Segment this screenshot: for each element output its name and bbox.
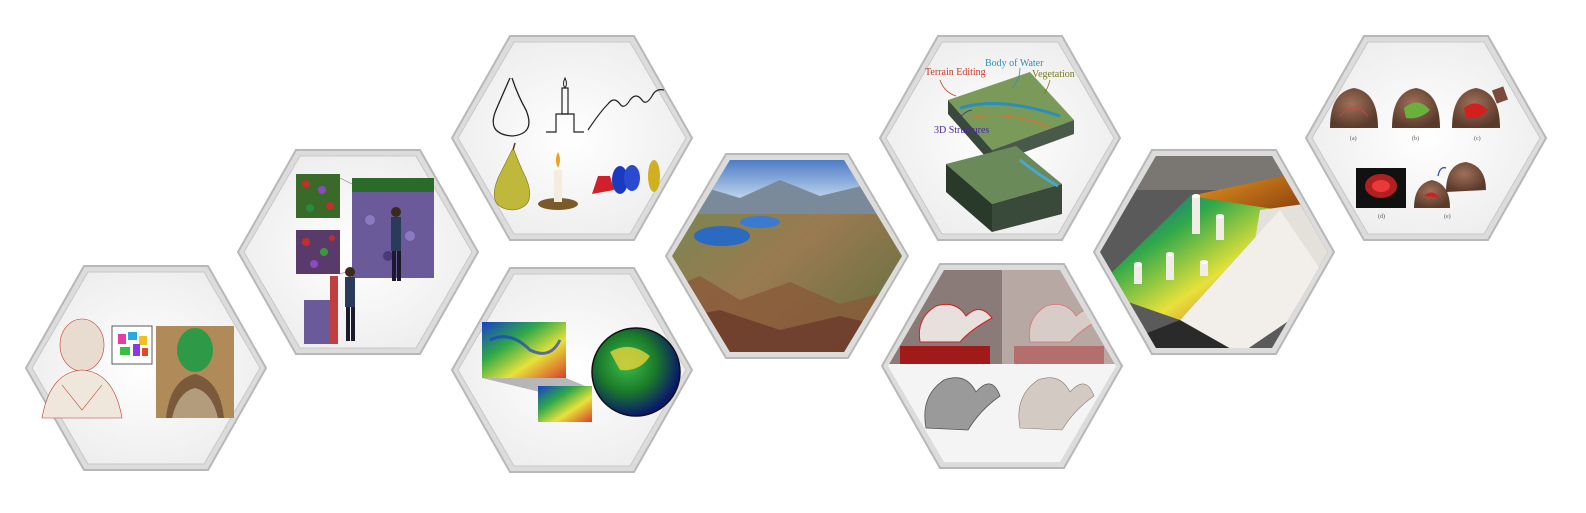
hex-tile-layers: Terrain Editing Body of Water Vegetation… bbox=[878, 35, 1122, 241]
label-body-of-water: Body of Water bbox=[985, 58, 1044, 69]
person-figure bbox=[391, 207, 401, 281]
label-vegetation: Vegetation bbox=[1032, 69, 1075, 80]
caption-c: (c) bbox=[1474, 135, 1481, 142]
wall-assembly-small bbox=[304, 267, 355, 344]
segmentation-patch-icon bbox=[111, 325, 153, 365]
caption-e: (e) bbox=[1444, 213, 1451, 220]
elevation-map-small bbox=[538, 386, 592, 422]
bust-white-image bbox=[41, 318, 123, 419]
brain-c bbox=[1452, 86, 1509, 128]
terrain-layer-bottom bbox=[946, 146, 1062, 232]
spiral-sketch bbox=[587, 89, 665, 131]
spiral-render bbox=[592, 160, 660, 194]
wall-closeup-bottom bbox=[296, 230, 340, 274]
hex-tile-brains: (a) (b) (c) (d) (e) bbox=[1304, 35, 1548, 241]
tabletop-terrain-image bbox=[1100, 156, 1328, 348]
caption-b: (b) bbox=[1412, 135, 1419, 142]
brain-a bbox=[1330, 88, 1378, 128]
hex-tile-tabletop bbox=[1092, 149, 1336, 355]
pear-render bbox=[494, 142, 530, 211]
label-terrain-editing: Terrain Editing bbox=[925, 67, 986, 78]
hex-tile-terrain bbox=[664, 153, 910, 359]
brain-e bbox=[1414, 162, 1486, 208]
caption-d: (d) bbox=[1378, 213, 1385, 220]
terrain-landscape-image bbox=[672, 160, 902, 352]
hex-tile-bust bbox=[24, 265, 268, 471]
candle-render bbox=[538, 152, 578, 210]
dragon-composite-image bbox=[888, 270, 1116, 462]
candle-sketch bbox=[546, 76, 584, 133]
hex-tile-wall bbox=[236, 149, 480, 355]
hex-tile-sketches bbox=[450, 35, 694, 241]
pear-sketch bbox=[492, 77, 530, 137]
label-3d-structures: 3D Structures bbox=[934, 125, 989, 136]
hex-tile-dragons bbox=[880, 263, 1124, 469]
globe-icon bbox=[591, 327, 681, 417]
elevation-map-large bbox=[482, 322, 566, 378]
bust-green-photo bbox=[156, 326, 234, 418]
wall-closeup-top bbox=[296, 174, 340, 218]
brain-b bbox=[1392, 88, 1440, 128]
hex-tile-globe bbox=[450, 267, 694, 473]
caption-a: (a) bbox=[1350, 135, 1357, 142]
brain-d-scan bbox=[1356, 168, 1406, 208]
